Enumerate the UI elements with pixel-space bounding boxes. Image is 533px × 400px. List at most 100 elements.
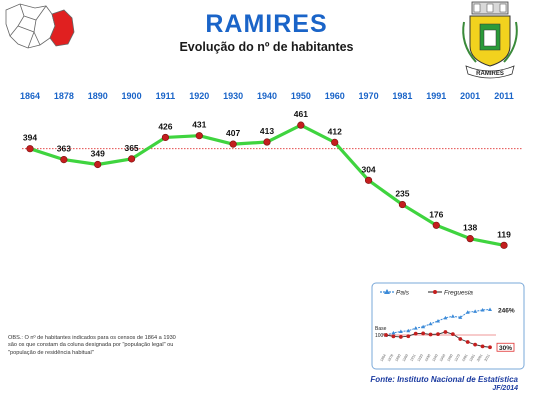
inset-point-pais [421, 324, 426, 329]
data-point [94, 160, 102, 169]
inset-frame [371, 282, 525, 370]
legend-marker-pais [384, 289, 390, 294]
inset-point-pais [413, 326, 418, 330]
inset-end-label-pais: 246% [498, 307, 515, 314]
legend-marker-freguesia [433, 290, 437, 294]
x-tick-label: 1878 [54, 91, 74, 101]
data-point [331, 138, 339, 146]
data-point [229, 140, 237, 148]
x-tick-label: 1864 [20, 91, 40, 101]
data-point [26, 145, 34, 153]
inset-x-tick-label: 1911 [409, 353, 416, 362]
inset-x-tick-label: 1900 [402, 353, 409, 362]
chart-subtitle: Evolução do nº de habitantes [179, 40, 354, 54]
x-tick-label: 1940 [257, 91, 277, 101]
inset-x-tick-label: 1940 [432, 353, 439, 362]
inset-point-freguesia [443, 330, 448, 334]
inset-point-freguesia [413, 331, 418, 336]
data-label: 235 [395, 189, 409, 199]
inset-x-tick-label: 1991 [469, 353, 476, 362]
inset-point-pais [488, 307, 492, 311]
inset-point-freguesia [473, 342, 478, 347]
inset-point-freguesia [384, 333, 388, 337]
data-point [60, 155, 68, 164]
inset-point-pais [406, 328, 411, 333]
x-tick-label: 1970 [359, 91, 379, 101]
data-label: 176 [429, 209, 443, 219]
inset-point-freguesia [406, 334, 411, 339]
data-point [364, 176, 373, 184]
x-tick-label: 1900 [122, 91, 142, 101]
inset-point-freguesia [391, 334, 396, 339]
inset-point-pais [443, 315, 448, 320]
inset-point-freguesia [465, 340, 470, 344]
data-label: 119 [497, 229, 511, 239]
inset-point-freguesia [436, 332, 440, 337]
inset-point-freguesia [421, 331, 426, 336]
inset-base-value: 100% [375, 333, 388, 339]
inset-point-freguesia [488, 345, 492, 350]
data-label: 365 [124, 143, 138, 153]
data-label: 426 [158, 121, 172, 131]
inset-point-pais [391, 330, 396, 335]
x-tick-label: 1981 [392, 91, 412, 101]
x-tick-label: 1920 [189, 91, 209, 101]
inset-x-tick-label: 1878 [387, 353, 394, 362]
inset-point-pais [473, 309, 478, 313]
legend-label-freguesia: Freguesia [444, 290, 473, 297]
data-label: 349 [91, 149, 105, 159]
data-point [500, 241, 508, 249]
source-label: Fonte: Instituto Nacional de Estatística [370, 375, 518, 384]
inset-point-freguesia [480, 344, 485, 349]
inset-point-pais [398, 329, 403, 333]
data-point [127, 155, 136, 163]
inset-x-tick-label: 1890 [394, 353, 401, 362]
inset-x-tick-label: 1930 [424, 353, 431, 362]
data-point [195, 132, 203, 140]
x-tick-label: 1930 [223, 91, 243, 101]
inset-point-freguesia [428, 332, 433, 337]
data-label: 394 [23, 133, 37, 143]
data-label: 138 [463, 223, 477, 233]
data-label: 412 [328, 126, 342, 136]
data-label: 461 [294, 109, 308, 119]
inset-point-pais [480, 307, 485, 312]
x-tick-label: 1950 [291, 91, 311, 101]
inset-point-freguesia [398, 335, 403, 339]
observation-note: OBS.: O nº de habitantes indicados para … [8, 335, 176, 356]
data-point [263, 138, 271, 146]
data-label: 407 [226, 128, 240, 138]
x-tick-label: 1890 [88, 91, 108, 101]
data-label: 431 [192, 120, 206, 130]
x-tick-label: 1911 [156, 91, 176, 101]
inset-x-tick-label: 2011 [484, 353, 491, 362]
data-point [161, 133, 170, 142]
x-tick-label: 1960 [325, 91, 345, 101]
data-point [398, 200, 407, 209]
page-title: RAMIRES [205, 10, 328, 38]
x-tick-label: 2001 [460, 91, 480, 101]
inset-x-tick-label: 2001 [476, 353, 483, 362]
data-point [432, 221, 440, 229]
inset-point-freguesia [450, 332, 455, 337]
inset-point-pais [436, 319, 440, 323]
inset-point-freguesia [458, 337, 463, 341]
inset-base-label: Base [375, 326, 387, 332]
credit-label: JF/2014 [492, 385, 518, 392]
inset-x-tick-label: 1950 [439, 353, 446, 362]
data-point [297, 121, 305, 129]
inset-point-pais [428, 321, 433, 326]
inset-x-tick-label: 1864 [380, 353, 387, 362]
data-label: 413 [260, 126, 274, 136]
inset-point-pais [458, 315, 463, 319]
x-tick-label: 2011 [494, 91, 514, 101]
x-tick-label: 1991 [426, 91, 446, 101]
inset-x-tick-label: 1920 [417, 353, 424, 362]
inset-end-label-box [496, 342, 515, 352]
inset-point-pais [465, 310, 470, 314]
inset-x-tick-label: 1981 [461, 353, 468, 362]
inset-point-pais [450, 314, 455, 318]
legend-label-pais: País [396, 290, 410, 297]
data-label: 363 [57, 144, 71, 154]
